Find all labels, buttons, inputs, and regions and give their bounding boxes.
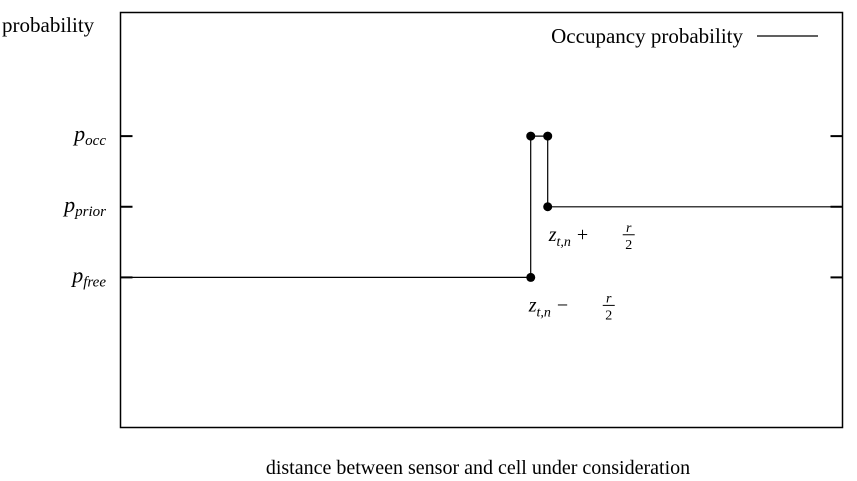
legend-label: Occupancy probability	[551, 24, 743, 48]
y-tick-label-prior: pprior	[62, 192, 106, 220]
x-axis-label: distance between sensor and cell under c…	[266, 457, 690, 479]
y-tick-labels: pocc pprior pfree	[62, 121, 106, 290]
annotation-lower: zt,n − r 2	[528, 291, 615, 323]
annotation-expr-lower: zt,n −	[528, 294, 568, 320]
series-group	[120, 135, 843, 278]
annotation-group: zt,n − r 2 zt,n + r 2	[528, 221, 635, 323]
annotation-num-lower: r	[606, 291, 612, 306]
annotation-den-upper: 2	[625, 238, 632, 253]
marker-point-3	[543, 202, 553, 212]
annotation-upper: zt,n + r 2	[548, 221, 635, 253]
marker-group	[526, 131, 553, 282]
legend: Occupancy probability	[551, 24, 818, 48]
y-tick-label-occ: pocc	[72, 121, 106, 149]
y-tick-label-free: pfree	[70, 262, 106, 290]
annotation-expr-upper: zt,n +	[548, 224, 588, 250]
marker-point-0	[526, 272, 536, 282]
marker-point-1	[526, 131, 536, 141]
marker-point-2	[543, 131, 553, 141]
annotation-num-upper: r	[626, 221, 632, 236]
series-line-0	[120, 135, 843, 278]
annotation-den-lower: 2	[605, 308, 612, 323]
y-axis-label: probability	[2, 13, 95, 37]
plot-frame	[119, 11, 844, 429]
